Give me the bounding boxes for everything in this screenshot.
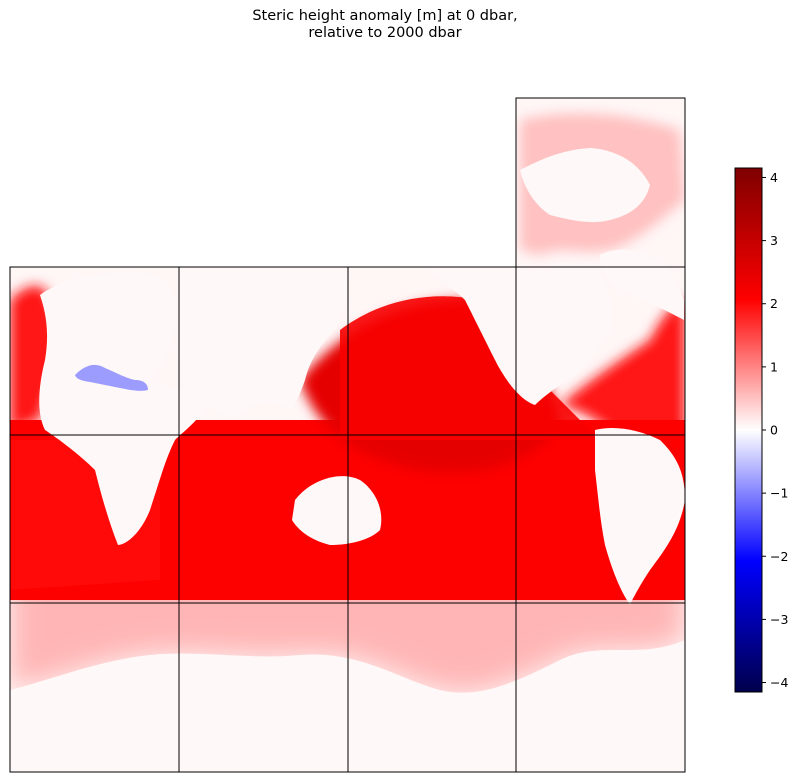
colorbar-tick-label: −3 [770, 612, 788, 627]
facet-grid [9, 97, 686, 773]
land-greenland [520, 148, 650, 223]
colorbar-tick-label: 1 [770, 359, 778, 374]
colorbar-tick-label: 2 [770, 296, 778, 311]
chart-title-line2: relative to 2000 dbar [308, 25, 462, 41]
land-south-america [595, 428, 685, 605]
land-north-america [430, 270, 613, 405]
facet-panel [515, 602, 686, 773]
chart-title-line1: Steric height anomaly [m] at 0 dbar, [252, 8, 518, 24]
land-asia [177, 270, 347, 418]
region-north-atlantic-east [560, 300, 685, 440]
region-mediterranean [75, 364, 148, 391]
colorbar-tick-label: 0 [770, 423, 778, 438]
colorbar-gradient [734, 167, 763, 693]
colorbar-tick-label: 3 [770, 233, 778, 248]
facet-panel [515, 97, 686, 268]
colorbar-tick-label: −2 [770, 549, 788, 564]
land-africa [39, 271, 210, 545]
colorbar-tick-label: 4 [770, 170, 778, 185]
land-australia [292, 476, 382, 545]
colorbar: 4 3 2 1 0 −1 −2 −3 −4 [734, 167, 788, 693]
colorbar-tick-label: −1 [770, 486, 788, 501]
colorbar-ticks: 4 3 2 1 0 −1 −2 −3 −4 [762, 170, 788, 690]
colorbar-tick-label: −4 [770, 675, 788, 690]
